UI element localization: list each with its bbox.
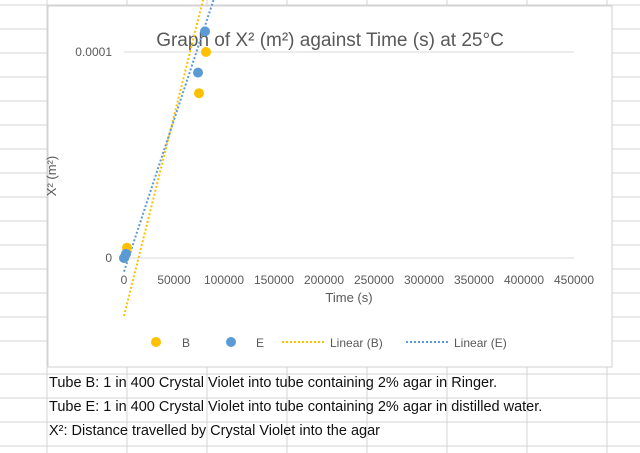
legend-label-b: B (182, 336, 190, 350)
x-tick-label: 300000 (404, 273, 444, 287)
note-x-squared: X²: Distance travelled by Crystal Violet… (49, 423, 380, 439)
y-tick-label: 0.0001 (75, 45, 112, 59)
data-point-e (193, 67, 203, 78)
x-tick-label: 200000 (304, 273, 344, 287)
legend-label-e: E (256, 336, 264, 350)
x-tick-label: 100000 (204, 273, 244, 287)
trendline-b (123, 0, 205, 317)
data-point-b (201, 47, 211, 57)
legend-marker-b (151, 337, 161, 347)
legend: B E Linear (B) Linear (E) (151, 336, 507, 350)
data-point-e (121, 248, 131, 259)
chart-title: Graph of X² (m²) against Time (s) at 25°… (156, 30, 504, 51)
legend-label-linear-e: Linear (E) (454, 336, 507, 350)
x-tick-label: 350000 (454, 273, 494, 287)
y-tick-label: 0 (105, 251, 112, 265)
data-point-b (194, 88, 204, 99)
x-tick-label: 250000 (354, 273, 394, 287)
x-tick-label: 450000 (554, 273, 594, 287)
x-tick-label: 400000 (504, 273, 544, 287)
note-tube-b: Tube B: 1 in 400 Crystal Violet into tub… (49, 375, 498, 391)
chart-area (47, 5, 613, 368)
legend-label-linear-b: Linear (B) (330, 336, 383, 350)
note-tube-e: Tube E: 1 in 400 Crystal Violet into tub… (49, 399, 543, 415)
legend-marker-e (226, 337, 236, 347)
x-tick-label: 0 (121, 273, 128, 287)
y-axis-title: X² (m²) (44, 156, 59, 196)
x-tick-label: 50000 (157, 273, 191, 287)
data-point-e (200, 26, 210, 37)
x-axis-title: Time (s) (325, 290, 372, 305)
x-tick-label: 150000 (254, 273, 294, 287)
